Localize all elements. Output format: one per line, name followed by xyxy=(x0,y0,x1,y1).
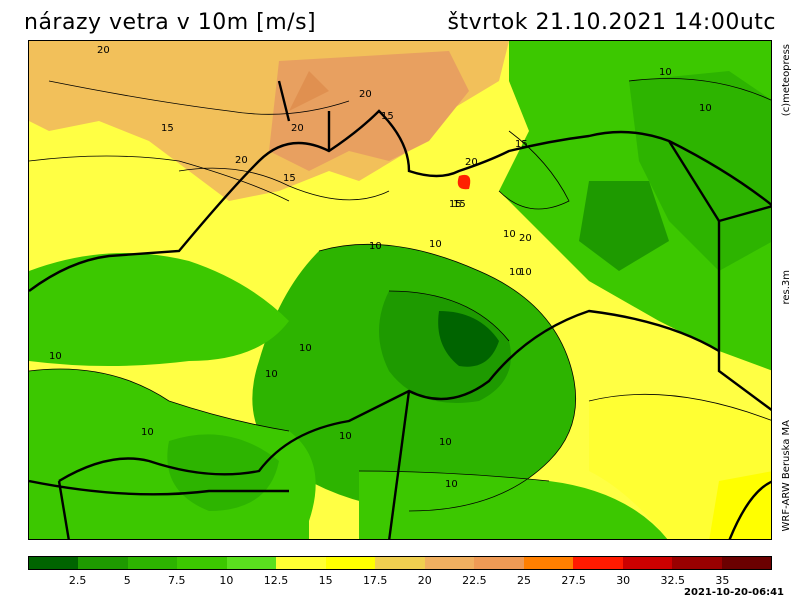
legend-swatch xyxy=(226,557,277,569)
model-label: WRF-ARW Beruska MA xyxy=(781,420,792,532)
legend-swatch xyxy=(672,557,722,569)
forecast-datetime: štvrtok 21.10.2021 14:00utc xyxy=(447,10,776,35)
legend-tick-label: 20 xyxy=(417,574,432,587)
legend-swatch xyxy=(29,557,79,569)
contour-label: 15 xyxy=(283,173,296,184)
contour-label: 10 xyxy=(339,431,352,442)
legend-tick-label: 5 xyxy=(123,574,131,587)
contour-label: 15 xyxy=(449,199,462,210)
legend-swatch xyxy=(127,557,178,569)
legend-tick-label: 17.5 xyxy=(362,574,388,587)
legend-swatch xyxy=(721,557,772,569)
legend-swatch xyxy=(325,557,376,569)
contour-label: 10 xyxy=(265,369,278,380)
legend-tick-label: 30 xyxy=(616,574,631,587)
legend-swatch xyxy=(177,557,227,569)
legend-swatch xyxy=(375,557,425,569)
contour-label: 15 xyxy=(381,111,394,122)
map-title: nárazy vetra v 10m [m/s] xyxy=(24,10,317,35)
legend-swatch xyxy=(622,557,673,569)
legend-tick-label: 22.5 xyxy=(462,574,487,587)
contour-label: 10 xyxy=(699,103,712,114)
contour-label: 10 xyxy=(503,229,516,240)
contour-label: 20 xyxy=(465,157,478,168)
contour-label: 10 xyxy=(659,67,672,78)
run-timestamp: 2021-10-20-06:41 xyxy=(684,587,784,598)
legend-tick-label: 12.5 xyxy=(263,574,289,587)
legend-swatch xyxy=(276,557,326,569)
contour-label: 20 xyxy=(291,123,304,134)
legend-swatch xyxy=(573,557,623,569)
contour-label: 10 xyxy=(141,427,154,438)
contour-label: 20 xyxy=(519,233,532,244)
contour-label: 10 xyxy=(509,267,522,278)
legend-swatch xyxy=(78,557,128,569)
legend-swatch xyxy=(424,557,475,569)
contour-label: 20 xyxy=(97,45,110,56)
legend-tick-label: 35 xyxy=(715,574,730,587)
legend-tick-label: 27.5 xyxy=(561,574,586,587)
contour-label: 10 xyxy=(299,343,312,354)
contour-label: 15 xyxy=(161,123,174,134)
contour-label: 10 xyxy=(369,241,382,252)
color-legend-bar xyxy=(28,556,772,570)
copyright-label: (c)meteopress xyxy=(781,44,792,117)
legend-swatch xyxy=(474,557,524,569)
contour-label: 10 xyxy=(49,351,62,362)
wind-gust-map: 20 20 20 15 20 15 15 20 10 10 15 20 15 15 10 10 10 10 10 10… xyxy=(28,40,772,540)
resolution-label: res.3m xyxy=(781,270,792,305)
color-legend-ticks: 2.5 5 7.5 10 12.5 15 17.5 20 22.5 25 27.5 30 32.5 35 xyxy=(28,574,772,588)
contour-label: 10 xyxy=(429,239,442,250)
legend-tick-label: 7.5 xyxy=(168,574,186,587)
legend-tick-label: 10 xyxy=(219,574,234,587)
contour-label: 10 xyxy=(519,267,532,278)
contour-label: 20 xyxy=(359,89,372,100)
contour-label: 10 xyxy=(439,437,452,448)
legend-swatch xyxy=(523,557,574,569)
legend-tick-label: 32.5 xyxy=(660,574,686,587)
contour-label: 20 xyxy=(235,155,248,166)
legend-tick-label: 2.5 xyxy=(68,574,87,587)
legend-tick-label: 25 xyxy=(517,574,531,587)
contour-label: 15 xyxy=(515,139,528,150)
contour-label: 15 xyxy=(453,199,466,210)
contour-label: 10 xyxy=(445,479,458,490)
legend-tick-label: 15 xyxy=(318,574,333,587)
